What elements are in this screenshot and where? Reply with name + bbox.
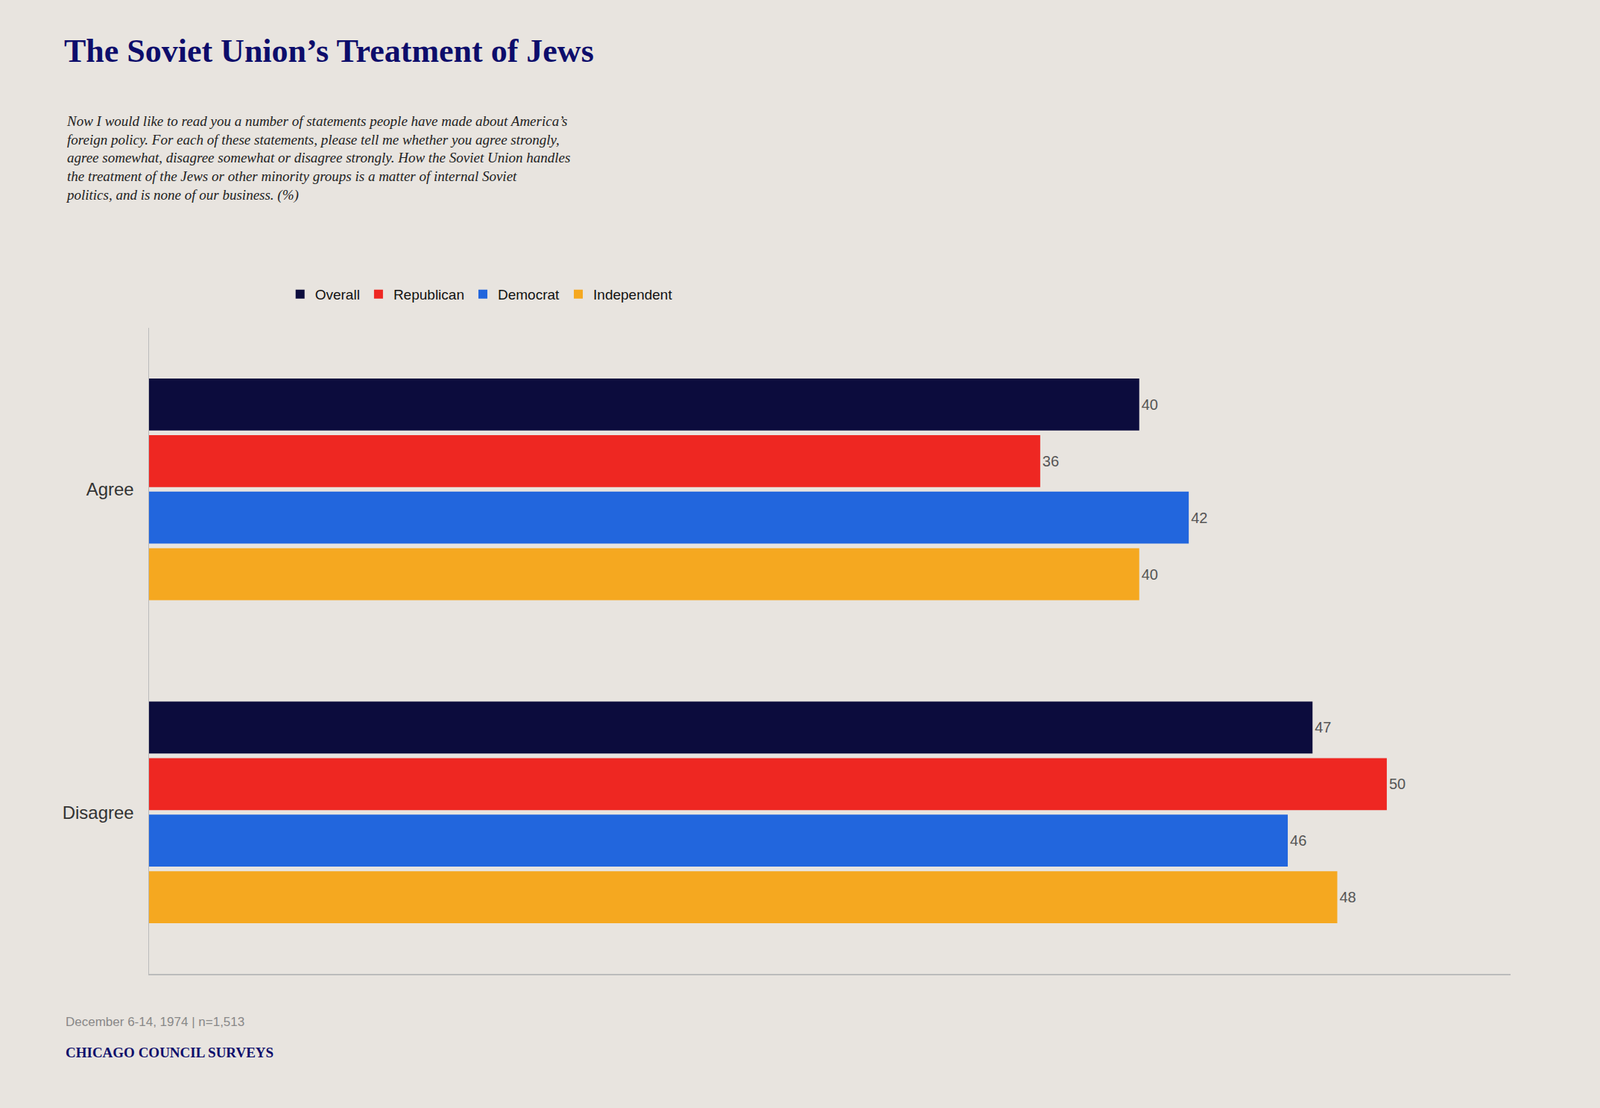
svg-text:46: 46 [1289, 832, 1307, 849]
svg-text:40: 40 [1141, 566, 1159, 583]
svg-text:The Soviet Union’s Treatment o: The Soviet Union’s Treatment of Jews [64, 32, 594, 70]
svg-text:Independent: Independent [593, 286, 673, 303]
svg-text:Republican: Republican [393, 286, 465, 303]
svg-text:Overall: Overall [315, 286, 360, 303]
svg-text:Agree: Agree [86, 479, 135, 500]
svg-text:42: 42 [1190, 509, 1208, 527]
svg-text:50: 50 [1389, 775, 1406, 793]
svg-text:CHICAGO COUNCIL SURVEYS: CHICAGO COUNCIL SURVEYS [65, 1044, 274, 1061]
svg-text:47: 47 [1314, 719, 1331, 736]
svg-text:December 6-14, 1974 | n=1,513: December 6-14, 1974 | n=1,513 [65, 1014, 245, 1030]
svg-text:Now I would like to read you a: Now I would like to read you a number of… [65, 113, 571, 204]
svg-text:Disagree: Disagree [62, 802, 135, 823]
svg-text:36: 36 [1042, 453, 1059, 470]
svg-text:Democrat: Democrat [497, 286, 560, 303]
svg-text:48: 48 [1339, 889, 1356, 906]
svg-text:40: 40 [1141, 396, 1159, 413]
